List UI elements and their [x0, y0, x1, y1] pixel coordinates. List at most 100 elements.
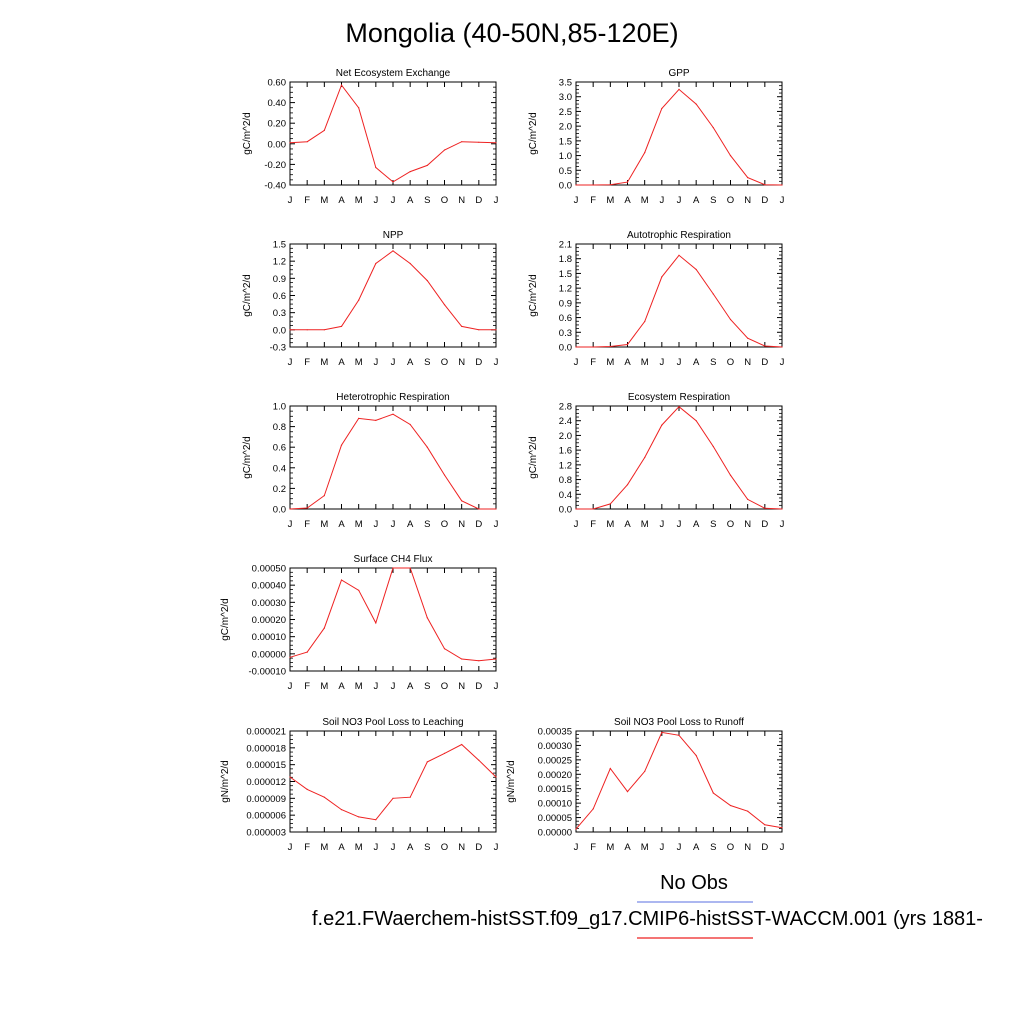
x-tick-label: F — [304, 195, 310, 206]
chart-panel-5: Heterotrophic Respiration gC/m^2/d 0.0 0.2 0… — [242, 392, 499, 530]
x-tick-label: D — [475, 842, 482, 853]
data-point — [426, 761, 428, 763]
data-point — [626, 343, 629, 346]
data-point — [626, 791, 629, 793]
data-point — [661, 107, 663, 110]
series-line — [576, 406, 783, 510]
data-point — [461, 500, 463, 502]
data-point — [409, 567, 411, 569]
chart-title: GPP — [668, 68, 689, 79]
data-point — [644, 320, 646, 323]
x-tick-label: J — [574, 195, 579, 206]
series-line — [576, 88, 783, 186]
x-tick-label: M — [606, 357, 614, 368]
x-tick-label: F — [590, 842, 596, 853]
y-tick-label: 0.00020 — [252, 615, 286, 626]
x-tick-label: J — [677, 195, 682, 206]
data-point — [409, 262, 411, 265]
x-tick-label: J — [288, 681, 293, 692]
data-point — [375, 419, 377, 421]
y-tick-label: -0.00010 — [248, 667, 286, 678]
data-point — [592, 184, 594, 186]
series-line — [289, 567, 497, 662]
x-tick-label: S — [424, 519, 430, 530]
chart-title: Soil NO3 Pool Loss to Runoff — [614, 717, 744, 728]
x-tick-label: F — [304, 681, 310, 692]
y-tick-label: 0.20 — [268, 119, 287, 130]
y-tick-label: 0.000009 — [246, 794, 286, 805]
x-tick-label: A — [338, 519, 345, 530]
x-tick-label: J — [494, 519, 499, 530]
data-point — [764, 507, 766, 509]
x-tick-label: J — [677, 842, 682, 853]
x-tick-label: S — [424, 195, 430, 206]
data-point — [747, 810, 749, 812]
y-tick-label: 0.4 — [273, 463, 286, 474]
data-point — [426, 617, 428, 619]
data-point — [661, 424, 663, 426]
y-tick-label: 0.000018 — [246, 743, 286, 754]
x-tick-label: D — [475, 681, 482, 692]
x-tick-label: D — [761, 357, 768, 368]
x-tick-label: A — [624, 357, 631, 368]
x-tick-label: M — [641, 195, 649, 206]
y-tick-label: -0.20 — [264, 160, 286, 171]
x-tick-label: J — [288, 519, 293, 530]
data-point — [747, 337, 749, 339]
y-axis-label: gN/m^2/d — [506, 760, 517, 803]
x-tick-label: M — [355, 357, 363, 368]
data-point — [764, 345, 766, 347]
x-tick-label: J — [391, 842, 396, 853]
x-tick-label: F — [304, 519, 310, 530]
series-line — [575, 731, 783, 830]
y-tick-label: 0.00050 — [252, 564, 286, 575]
y-tick-label: 3.0 — [559, 92, 572, 103]
data-point — [409, 171, 411, 173]
chart-panel-6: Ecosystem Respiration gC/m^2/d 0.0 0.4 0.8 1.… — [528, 392, 785, 530]
data-point — [426, 446, 428, 448]
data-point — [443, 304, 446, 306]
plot-frame — [575, 243, 783, 348]
plot-frame — [289, 730, 497, 833]
chart-title: Surface CH4 Flux — [354, 554, 433, 565]
y-tick-label: 0.4 — [559, 490, 572, 501]
x-tick-label: O — [441, 681, 448, 692]
x-tick-label: M — [355, 519, 363, 530]
chart-title: Heterotrophic Respiration — [336, 392, 449, 403]
y-tick-label: 2.4 — [559, 416, 572, 427]
y-tick-label: 0.00040 — [252, 581, 286, 592]
y-axis-label: gN/m^2/d — [220, 760, 231, 803]
x-tick-label: J — [659, 195, 664, 206]
x-tick-label: F — [304, 357, 310, 368]
x-tick-label: A — [407, 681, 414, 692]
x-tick-label: J — [391, 357, 396, 368]
data-point — [729, 155, 732, 157]
y-tick-label: 0.000003 — [246, 828, 286, 839]
data-point — [478, 508, 480, 510]
x-tick-label: D — [475, 357, 482, 368]
y-tick-label: 0.9 — [273, 274, 286, 285]
data-point — [729, 474, 732, 476]
data-point — [443, 474, 446, 476]
y-axis-label: gC/m^2/d — [528, 274, 539, 317]
data-point — [712, 792, 714, 794]
y-tick-label: -0.3 — [270, 343, 286, 354]
x-tick-label: N — [458, 195, 465, 206]
plot-frame — [289, 567, 497, 672]
x-tick-label: M — [641, 357, 649, 368]
y-tick-label: 0.000015 — [246, 760, 286, 771]
y-tick-label: 0.0 — [559, 343, 572, 354]
data-point — [392, 181, 394, 183]
x-tick-label: J — [659, 842, 664, 853]
x-tick-label: S — [710, 195, 716, 206]
y-tick-label: 1.5 — [273, 240, 286, 251]
legend-no-obs-label: No Obs — [660, 872, 728, 894]
x-tick-label: D — [475, 195, 482, 206]
y-tick-label: 0.3 — [559, 328, 572, 339]
data-point — [358, 299, 360, 301]
data-point — [592, 346, 594, 348]
plot-frame — [289, 81, 497, 186]
x-tick-label: A — [693, 519, 700, 530]
chart-panel-1: Net Ecosystem Exchange gC/m^2/d -0.40 -0.20… — [242, 68, 499, 206]
data-point — [712, 445, 714, 448]
